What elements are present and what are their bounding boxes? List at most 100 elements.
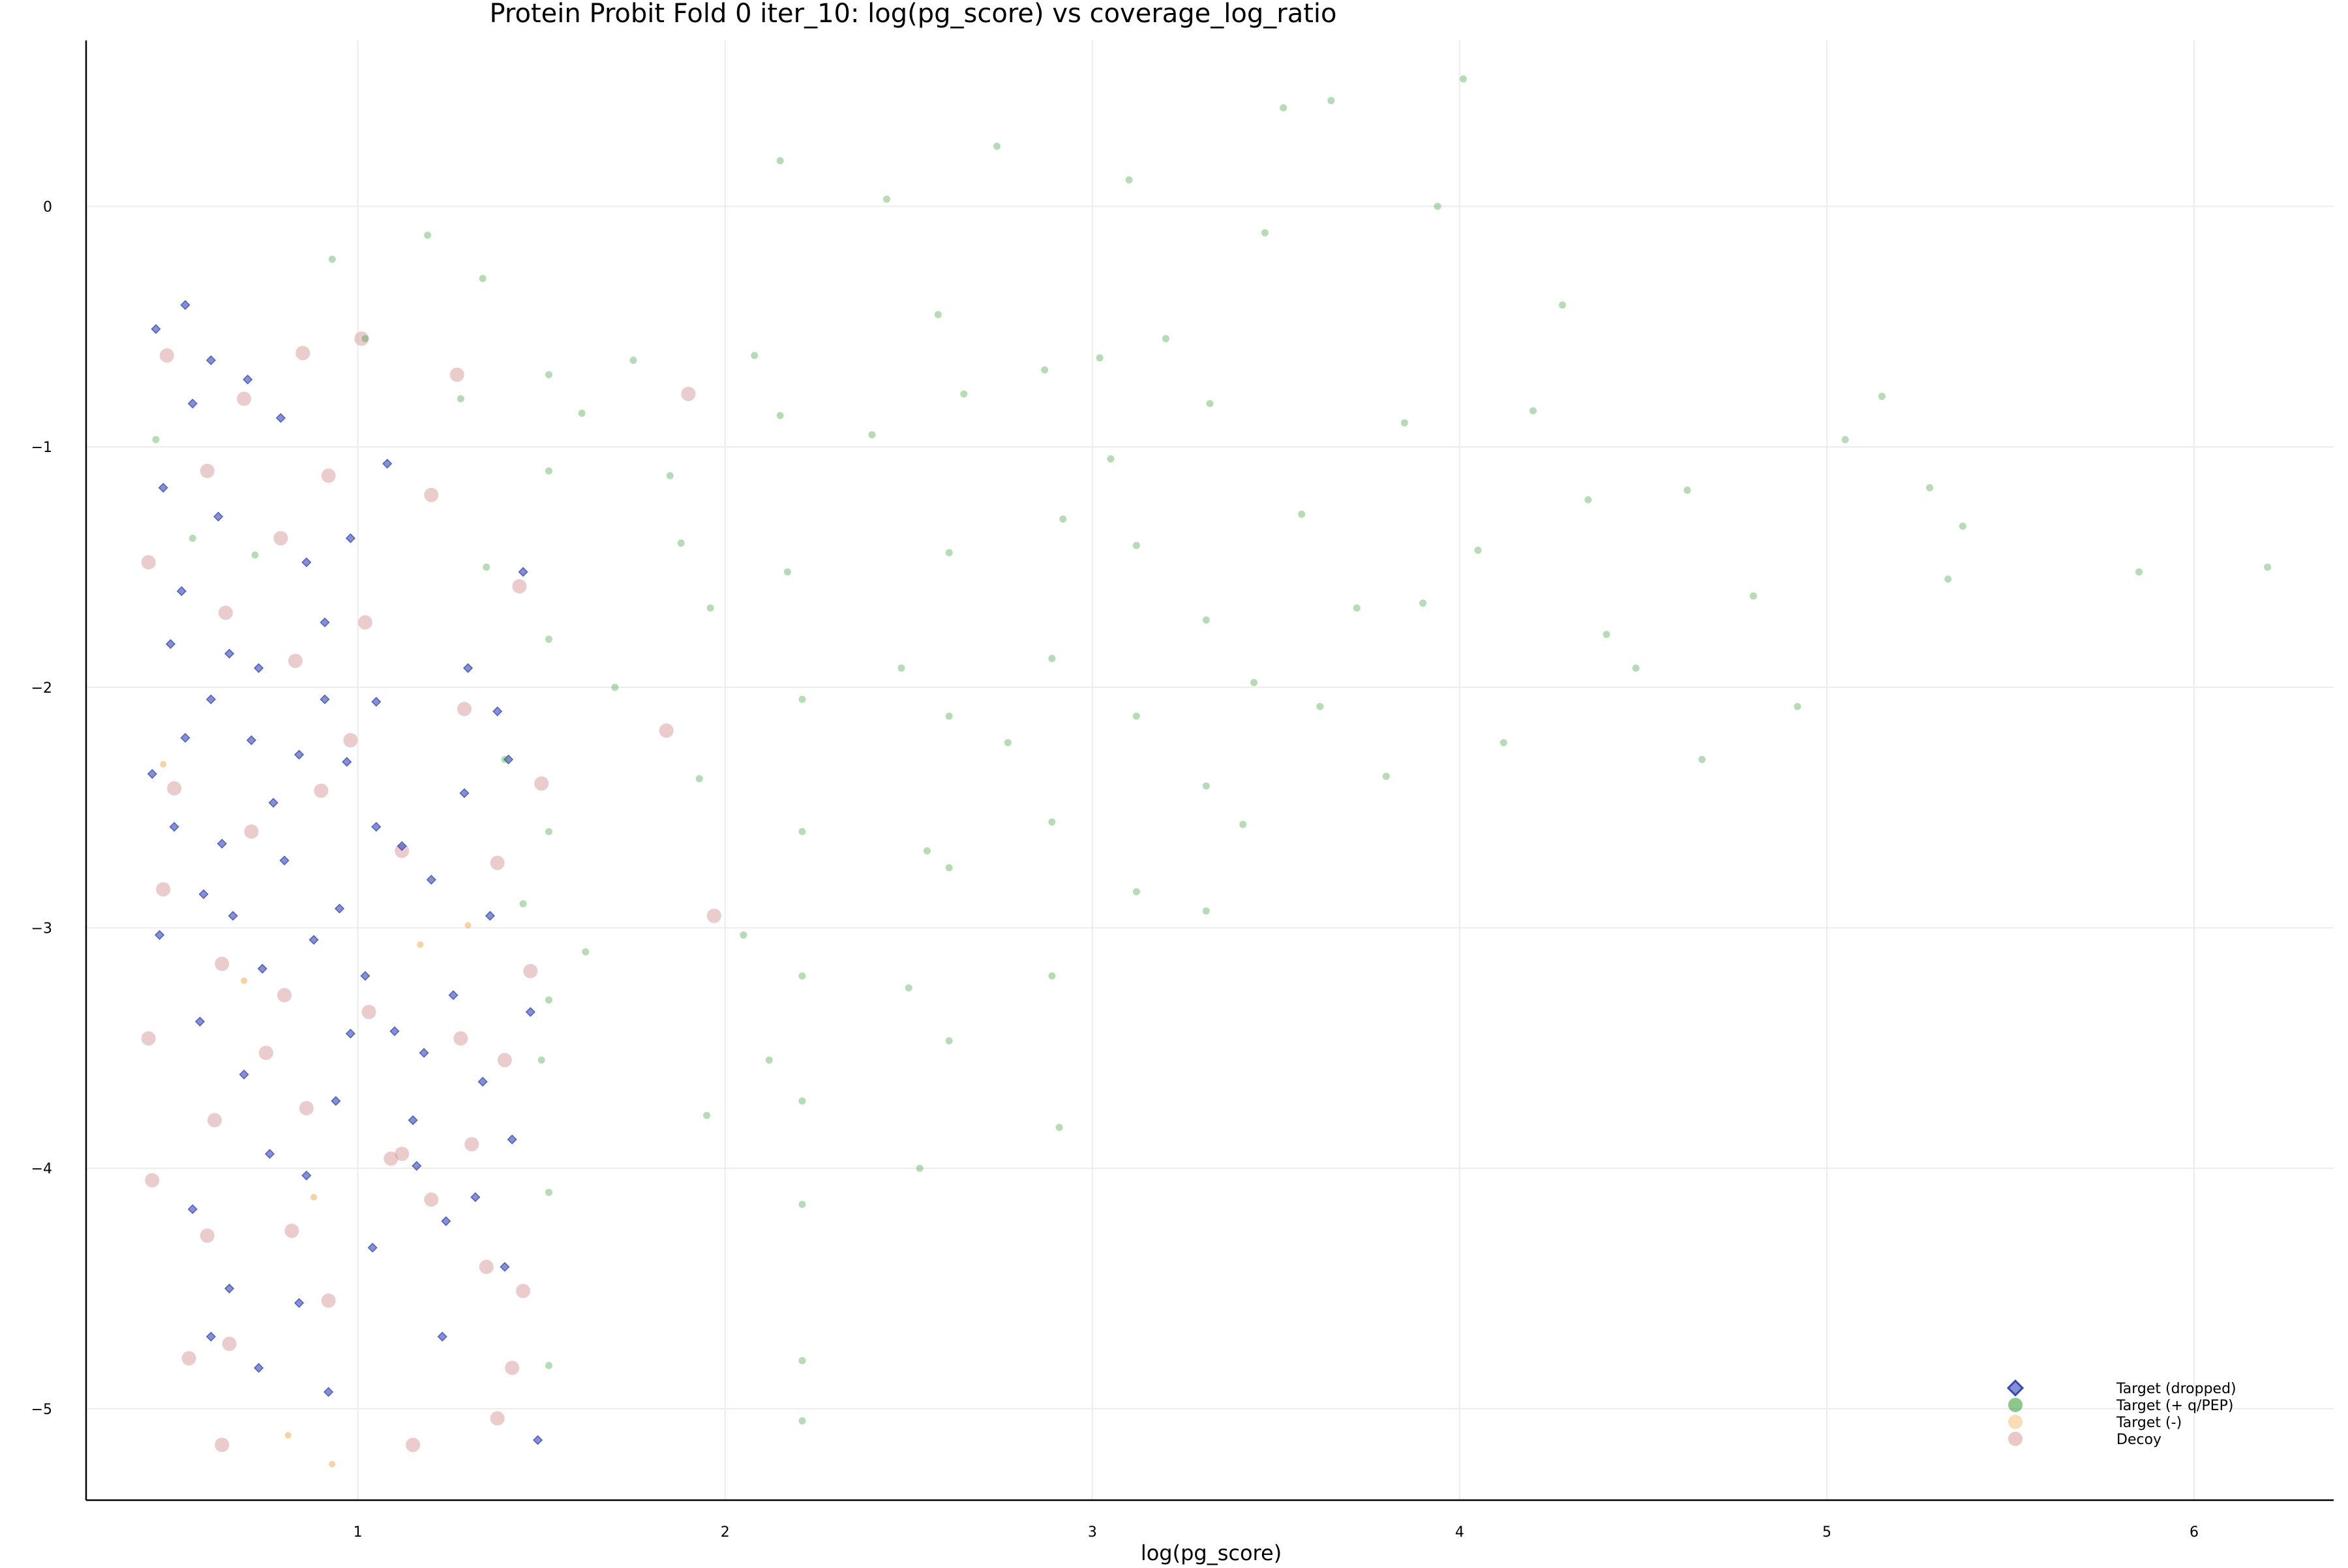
data-point [310, 1194, 318, 1201]
data-point [798, 1097, 806, 1105]
data-point [217, 838, 227, 849]
data-point [224, 648, 235, 659]
data-point [294, 749, 305, 760]
data-point [284, 1224, 299, 1239]
data-point [301, 1170, 312, 1181]
data-point [537, 1056, 545, 1064]
data-point [798, 1417, 806, 1425]
data-point [160, 761, 167, 768]
axes [85, 40, 2334, 1501]
data-point [798, 828, 806, 836]
data-point [503, 754, 514, 764]
data-point [239, 1069, 249, 1079]
data-point [321, 1293, 336, 1308]
data-point [424, 1192, 439, 1207]
data-point [320, 617, 330, 627]
data-point [479, 275, 487, 282]
data-point [301, 557, 312, 567]
data-point [1959, 522, 1966, 530]
data-point [1460, 75, 1468, 83]
x-tick-label: 4 [1455, 1524, 1464, 1541]
data-point [1004, 739, 1012, 747]
data-point [1096, 354, 1104, 362]
data-point [457, 701, 472, 716]
data-point [1584, 496, 1592, 504]
data-point [361, 335, 369, 342]
data-point [1162, 335, 1169, 342]
data-point [945, 712, 953, 720]
data-point [357, 615, 372, 630]
data-point [518, 567, 528, 577]
data-point [328, 256, 336, 264]
data-point [244, 824, 259, 839]
data-point [180, 732, 190, 743]
data-point [798, 972, 806, 980]
data-point [1048, 655, 1056, 663]
data-point [1559, 301, 1567, 309]
x-tick-label: 5 [1822, 1524, 1831, 1541]
data-point [945, 864, 953, 871]
data-point [314, 783, 329, 798]
data-point [273, 531, 288, 546]
data-point [279, 855, 290, 866]
x-tick-label: 3 [1088, 1524, 1097, 1541]
data-point [258, 1046, 273, 1061]
data-point [464, 1137, 479, 1152]
data-point [1206, 400, 1214, 408]
data-point [453, 1031, 468, 1046]
data-point [1280, 104, 1287, 112]
data-point [397, 841, 407, 851]
data-point [1683, 486, 1691, 494]
data-point [412, 1160, 422, 1171]
data-point [776, 157, 784, 164]
data-point [490, 1411, 505, 1426]
data-point [1048, 818, 1056, 826]
data-point [1132, 888, 1140, 896]
data-point [703, 1111, 711, 1119]
data-point [897, 664, 905, 672]
data-point [354, 331, 369, 346]
data-point [1353, 604, 1361, 612]
data-point [408, 1115, 418, 1126]
data-point [141, 555, 156, 570]
data-point [169, 822, 179, 832]
data-point [706, 604, 714, 612]
data-point [141, 1031, 156, 1046]
data-point [1603, 631, 1610, 639]
data-point [512, 579, 527, 594]
data-point [798, 1357, 806, 1364]
data-point [882, 195, 890, 203]
data-point [254, 1363, 264, 1373]
data-point [194, 1016, 205, 1027]
data-point [1125, 176, 1133, 184]
data-point [277, 988, 292, 1003]
legend-marker [2008, 1432, 2023, 1446]
data-point [582, 948, 590, 956]
data-point [343, 732, 358, 747]
data-point [215, 956, 230, 971]
data-point [321, 468, 336, 483]
y-tick-label: −5 [31, 1402, 52, 1418]
data-point [254, 663, 264, 673]
data-point [188, 534, 196, 542]
data-point [324, 1387, 334, 1397]
data-point [205, 1331, 217, 1342]
data-point [1298, 510, 1306, 518]
data-point [459, 788, 470, 798]
data-point [525, 1006, 535, 1018]
data-point [424, 487, 439, 502]
legend-marker [2008, 1398, 2023, 1412]
data-point [490, 855, 505, 870]
data-point [798, 695, 806, 703]
data-point [159, 348, 174, 363]
data-point [545, 1188, 552, 1196]
data-point [659, 723, 674, 738]
data-point [334, 903, 345, 914]
data-point [1382, 772, 1390, 780]
data-point [1698, 755, 1706, 763]
data-point [507, 1134, 517, 1145]
legend-marker [2008, 1415, 2023, 1429]
data-point [449, 367, 464, 382]
data-point [371, 822, 382, 832]
